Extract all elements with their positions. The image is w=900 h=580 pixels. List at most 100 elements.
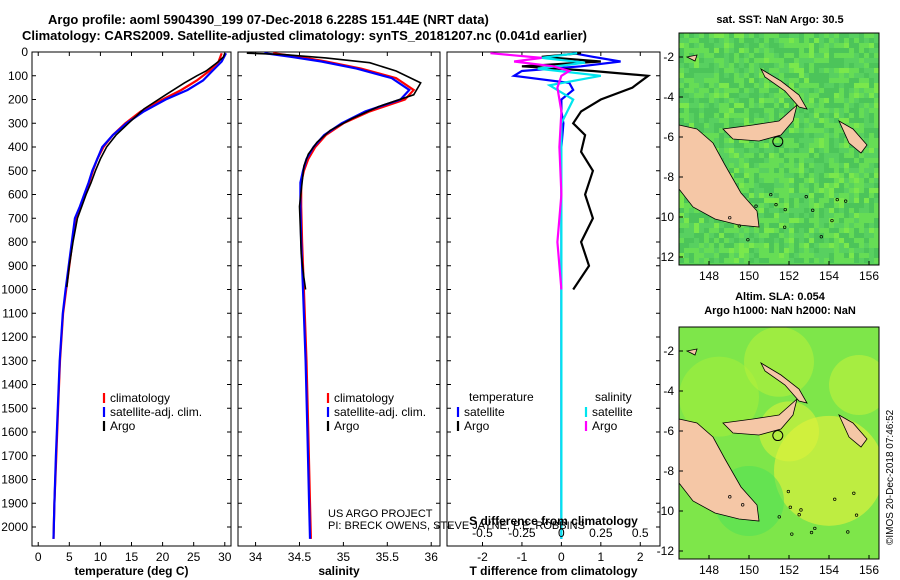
sst-pixel <box>764 223 769 228</box>
sst-pixel <box>864 33 869 38</box>
sst-pixel <box>754 233 759 238</box>
sst-pixel <box>809 43 814 48</box>
sst-pixel <box>829 108 834 113</box>
sst-pixel <box>779 133 784 138</box>
sst-pixel <box>864 233 869 238</box>
sst-pixel <box>859 43 864 48</box>
sst-pixel <box>819 248 824 253</box>
sst-pixel <box>794 63 799 68</box>
sst-pixel <box>834 253 839 258</box>
sst-pixel <box>789 73 794 78</box>
sst-pixel <box>794 163 799 168</box>
sst-pixel <box>694 248 699 253</box>
sst-pixel <box>809 258 814 263</box>
sst-pixel <box>779 228 784 233</box>
sst-pixel <box>739 163 744 168</box>
sst-pixel <box>749 63 754 68</box>
sst-pixel <box>804 138 809 143</box>
sst-pixel <box>814 158 819 163</box>
sst-pixel <box>799 218 804 223</box>
sst-pixel <box>769 48 774 53</box>
sst-pixel <box>729 118 734 123</box>
sst-pixel <box>824 228 829 233</box>
sst-pixel <box>859 248 864 253</box>
sst-pixel <box>724 43 729 48</box>
sst-pixel <box>724 33 729 38</box>
sst-pixel <box>699 63 704 68</box>
sst-pixel <box>764 118 769 123</box>
sst-pixel <box>864 53 869 58</box>
salinity-diff-tick-label: 0.5 <box>632 526 649 540</box>
sst-pixel <box>749 153 754 158</box>
sst-pixel <box>834 258 839 263</box>
sst-pixel <box>779 168 784 173</box>
sst-pixel <box>699 248 704 253</box>
sst-pixel <box>779 38 784 43</box>
sst-pixel <box>774 68 779 73</box>
sst-pixel <box>814 253 819 258</box>
sst-pixel <box>739 183 744 188</box>
sst-pixel <box>714 53 719 58</box>
sst-pixel <box>779 138 784 143</box>
sst-pixel <box>849 258 854 263</box>
sst-pixel <box>719 228 724 233</box>
sst-pixel <box>719 253 724 258</box>
sst-pixel <box>759 108 764 113</box>
sst-pixel <box>829 253 834 258</box>
sst-pixel <box>829 83 834 88</box>
sst-pixel <box>679 223 684 228</box>
sst-pixel <box>739 243 744 248</box>
sst-pixel <box>819 193 824 198</box>
sst-pixel <box>744 243 749 248</box>
diff-legend-label: Argo <box>464 419 490 433</box>
sst-pixel <box>824 223 829 228</box>
float-position-marker <box>772 136 784 148</box>
sst-pixel <box>794 228 799 233</box>
sla-map-title: Altim. SLA: 0.054 <box>735 291 825 303</box>
chart-title-line1: Argo profile: aoml 5904390_199 07-Dec-20… <box>48 12 489 27</box>
sst-pixel <box>739 48 744 53</box>
sst-pixel <box>794 88 799 93</box>
sst-pixel <box>834 238 839 243</box>
sst-pixel <box>744 53 749 58</box>
sst-pixel <box>769 233 774 238</box>
sst-pixel <box>759 253 764 258</box>
sla-anomaly-blob <box>829 355 879 415</box>
sst-pixel <box>769 43 774 48</box>
sst-pixel <box>804 233 809 238</box>
sst-pixel <box>739 248 744 253</box>
sst-pixel <box>704 98 709 103</box>
sst-pixel <box>854 113 859 118</box>
sst-pixel <box>754 33 759 38</box>
sst-pixel <box>809 133 814 138</box>
sst-pixel <box>839 153 844 158</box>
sst-pixel <box>869 238 874 243</box>
sst-pixel <box>729 168 734 173</box>
sst-pixel <box>794 73 799 78</box>
sst-pixel <box>774 33 779 38</box>
sst-pixel <box>729 253 734 258</box>
sst-pixel <box>779 93 784 98</box>
reef-island <box>811 208 815 212</box>
sla-map-y-tick-label: -6 <box>663 424 674 438</box>
sst-pixel <box>744 48 749 53</box>
sst-pixel <box>694 228 699 233</box>
sst-pixel <box>819 138 824 143</box>
sst-pixel <box>874 43 879 48</box>
sst-pixel <box>724 253 729 258</box>
sst-pixel <box>729 43 734 48</box>
sst-pixel <box>734 108 739 113</box>
sst-pixel <box>834 213 839 218</box>
sst-pixel <box>729 103 734 108</box>
sst-pixel <box>729 63 734 68</box>
sst-map-y-tick-label: -6 <box>663 130 674 144</box>
sst-pixel <box>759 193 764 198</box>
sst-pixel <box>874 193 879 198</box>
sst-pixel <box>689 78 694 83</box>
sst-pixel <box>724 63 729 68</box>
sst-pixel <box>734 233 739 238</box>
sst-pixel <box>744 258 749 263</box>
sst-pixel <box>689 68 694 73</box>
sst-pixel <box>704 258 709 263</box>
sst-pixel <box>749 118 754 123</box>
